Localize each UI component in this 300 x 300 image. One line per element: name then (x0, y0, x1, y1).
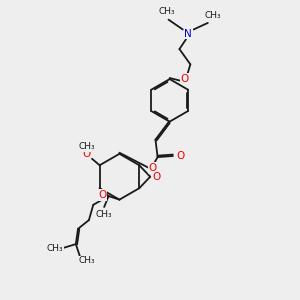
Text: CH₃: CH₃ (47, 244, 63, 253)
Text: O: O (148, 163, 156, 173)
Text: CH₃: CH₃ (158, 8, 175, 16)
Text: O: O (98, 190, 106, 200)
Text: O: O (82, 149, 91, 159)
Text: N: N (184, 29, 192, 39)
Text: CH₃: CH₃ (96, 210, 112, 219)
Text: O: O (181, 74, 189, 83)
Text: CH₃: CH₃ (78, 142, 95, 151)
Text: CH₃: CH₃ (205, 11, 222, 20)
Text: CH₃: CH₃ (78, 256, 95, 265)
Text: O: O (176, 151, 184, 161)
Text: O: O (153, 172, 161, 182)
